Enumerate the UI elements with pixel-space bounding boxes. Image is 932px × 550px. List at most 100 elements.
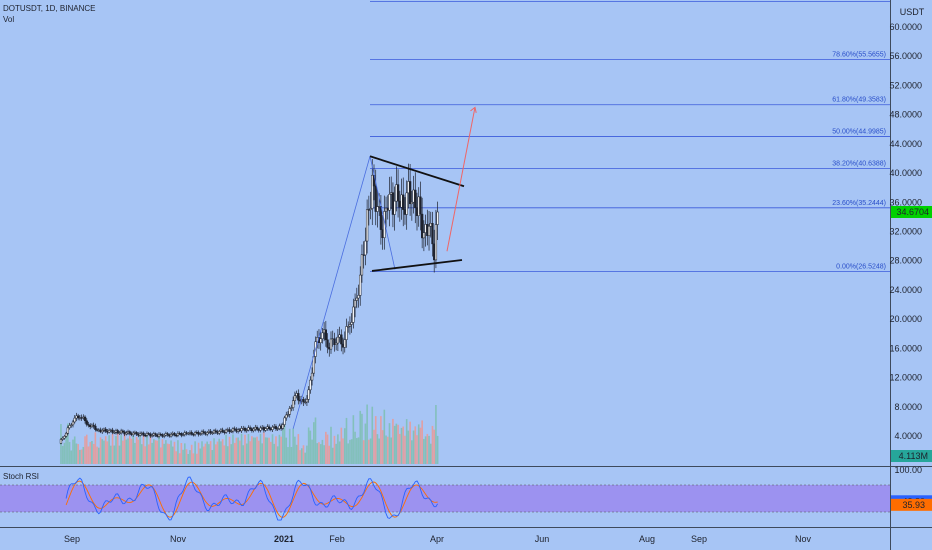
volume-bar xyxy=(108,435,110,464)
volume-bar xyxy=(245,443,248,464)
volume-bar xyxy=(321,439,324,464)
volume-bar xyxy=(385,435,387,464)
candle-body xyxy=(107,429,111,433)
candle-body xyxy=(293,395,297,401)
volume-bar xyxy=(337,434,339,464)
volume-bars xyxy=(60,404,439,464)
volume-bar xyxy=(388,423,391,464)
candle-body xyxy=(245,429,248,432)
rsi-d-line xyxy=(65,480,438,518)
candle-body xyxy=(181,434,185,436)
candle-body xyxy=(157,433,161,437)
volume-bar xyxy=(82,446,85,464)
candle-body xyxy=(68,425,71,429)
price-tick: 32.0000 xyxy=(889,227,922,237)
volume-bar xyxy=(80,449,83,464)
candle-body xyxy=(101,430,104,433)
volume-bar xyxy=(374,416,377,464)
symbol-title: DOTUSDT, 1D, BINANCE xyxy=(3,4,96,13)
candle-body xyxy=(388,194,391,211)
volume-bar xyxy=(163,443,165,464)
candle-body xyxy=(221,429,224,433)
volume-bar xyxy=(411,440,413,464)
volume-bar xyxy=(106,441,109,464)
volume-bar xyxy=(278,434,281,464)
time-label: Sep xyxy=(64,534,80,544)
candle-body xyxy=(283,417,286,425)
candle-body xyxy=(321,332,324,339)
volume-bar xyxy=(390,437,392,464)
volume-bar xyxy=(271,434,274,464)
time-label: Sep xyxy=(691,534,707,544)
candle-body xyxy=(422,232,426,239)
volume-bar xyxy=(373,429,375,464)
candle-body xyxy=(304,401,307,404)
volume-bar xyxy=(209,441,212,464)
volume-bar xyxy=(371,406,374,464)
candle-body xyxy=(135,432,138,435)
volume-bar xyxy=(368,439,370,464)
candle-body xyxy=(335,342,338,345)
candle-body xyxy=(118,432,121,434)
volume-bar xyxy=(264,437,267,464)
candle-body xyxy=(243,427,247,431)
volume-bar xyxy=(175,451,177,464)
volume-bar xyxy=(206,441,208,464)
volume-bar xyxy=(364,423,367,464)
candle-body xyxy=(405,192,408,215)
volume-bar xyxy=(225,434,227,464)
candle-body xyxy=(169,434,173,437)
volume-bar xyxy=(319,444,322,464)
volume-bar xyxy=(290,446,293,464)
volume-bar xyxy=(416,435,418,464)
price-tick: 8.0000 xyxy=(894,402,922,412)
volume-bar xyxy=(96,446,98,464)
volume-bar xyxy=(304,452,306,464)
volume-bar xyxy=(170,440,172,464)
candle-body xyxy=(199,433,202,435)
volume-bar xyxy=(87,446,90,464)
volume-bar xyxy=(77,444,79,464)
candle-body xyxy=(116,430,119,434)
candle-body xyxy=(353,300,357,308)
volume-bar xyxy=(309,430,312,464)
volume-bar xyxy=(171,446,174,464)
volume-bar xyxy=(256,436,258,464)
candles xyxy=(59,159,439,445)
candle-body xyxy=(267,426,271,429)
volume-bar xyxy=(116,433,119,464)
volume-bar xyxy=(68,441,71,464)
volume-bar xyxy=(103,440,105,464)
volume-bar xyxy=(266,437,269,464)
volume-bar xyxy=(65,435,67,464)
volume-bar xyxy=(404,435,406,464)
candle-body xyxy=(288,408,291,415)
volume-bar xyxy=(369,438,372,464)
candle-body xyxy=(414,189,417,208)
volume-bar xyxy=(347,443,349,464)
price-tick: 28.0000 xyxy=(889,256,922,266)
volume-bar xyxy=(343,428,346,464)
price-tick: 48.0000 xyxy=(889,110,922,120)
volume-bar xyxy=(185,449,188,464)
volume-bar xyxy=(122,440,124,464)
volume-value: 4.113M xyxy=(899,451,928,461)
volume-bar xyxy=(144,446,147,464)
fib-retrace-line xyxy=(369,156,396,270)
candle-body xyxy=(307,389,310,400)
volume-bar xyxy=(392,418,394,464)
price-tick: 40.0000 xyxy=(889,168,922,178)
volume-bar xyxy=(239,440,241,464)
candle-body xyxy=(73,417,76,423)
volume-bar xyxy=(94,432,97,464)
volume-bar xyxy=(115,436,117,464)
candle-body xyxy=(281,424,284,429)
volume-bar xyxy=(393,425,396,464)
volume-badge xyxy=(891,450,932,462)
volume-bar xyxy=(235,437,238,464)
candle-body xyxy=(276,428,279,430)
volume-bar xyxy=(230,444,233,464)
price-pane xyxy=(0,0,890,466)
